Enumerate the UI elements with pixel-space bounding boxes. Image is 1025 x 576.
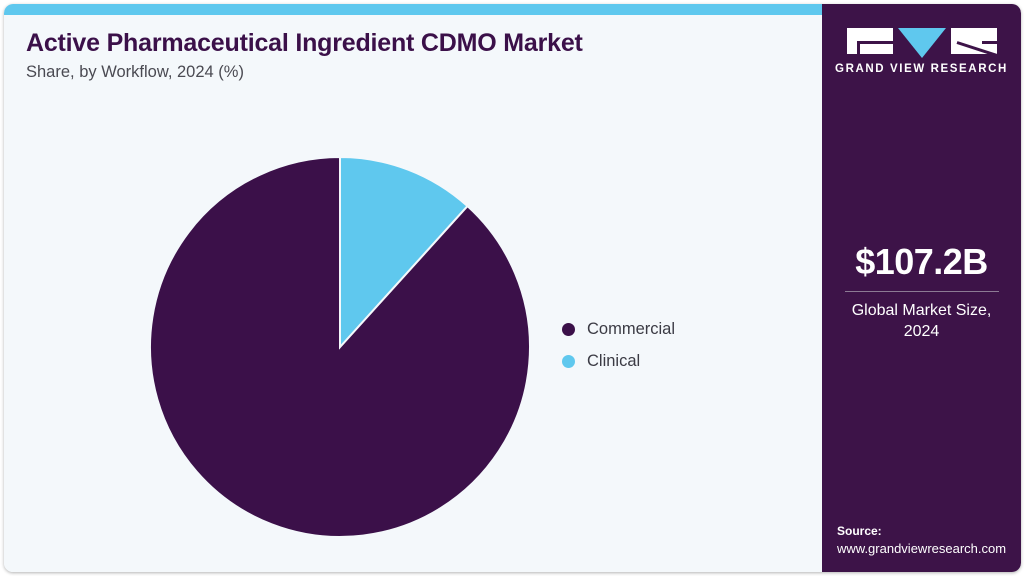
logo-wordmark: GRAND VIEW RESEARCH [835,63,1008,75]
pie-slice-clinical[interactable] [339,156,469,350]
brand-sidebar: GRAND VIEW RESEARCH $107.2B Global Marke… [822,4,1021,572]
legend-swatch-icon-commercial [562,322,575,336]
chart-legend: Commercial Clinical [562,313,782,377]
source-url[interactable]: www.grandviewresearch.com [837,541,1007,557]
legend-swatch-icon-clinical [562,354,575,368]
page-subtitle: Share, by Workflow, 2024 (%) [26,62,244,81]
brand-logo: GRAND VIEW RESEARCH [822,28,1021,75]
title-block: Active Pharmaceutical Ingredient CDMO Ma… [26,29,786,83]
legend-label-commercial: Commercial [587,319,676,338]
top-accent-bar [4,4,822,15]
logo-letter-v-triangle-icon [897,28,946,58]
market-size-stat: $107.2B Global Market Size, 2024 [822,242,1021,343]
logo-letter-g-icon [846,28,893,54]
page-title: Active Pharmaceutical Ingredient CDMO Ma… [26,29,583,57]
logo-marks [822,28,1021,58]
legend-item-commercial[interactable]: Commercial [562,313,782,345]
logo-letter-r-icon [950,28,997,54]
legend-item-clinical[interactable]: Clinical [562,345,782,377]
infographic-card: Active Pharmaceutical Ingredient CDMO Ma… [4,4,1021,572]
market-size-caption: Global Market Size, 2024 [851,301,992,341]
pie-chart-svg [149,156,531,538]
pie-chart [149,156,531,538]
market-size-value: $107.2B [855,241,988,282]
stat-divider [844,290,999,292]
legend-label-clinical: Clinical [587,351,641,370]
chart-pane: Active Pharmaceutical Ingredient CDMO Ma… [4,15,822,572]
source-label: Source: [837,524,882,539]
source-block: Source: www.grandviewresearch.com [837,523,1021,558]
